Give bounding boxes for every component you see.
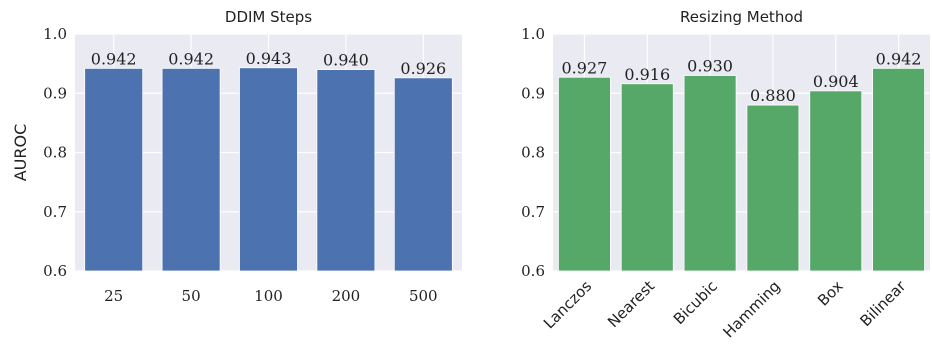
y-tick-label: 1.0 (43, 25, 67, 43)
data-label: 0.926 (400, 59, 446, 78)
x-tick-label: 50 (182, 287, 201, 305)
bar (84, 67, 144, 272)
x-tick-label: 200 (332, 287, 361, 305)
x-tick-label: Nearest (604, 277, 658, 331)
data-label: 0.927 (562, 58, 608, 77)
chart-title: Resizing Method (680, 8, 803, 26)
data-label: 0.916 (624, 65, 670, 84)
y-tick-label: 0.9 (43, 84, 67, 102)
bar (316, 69, 376, 272)
y-tick-label: 0.7 (521, 203, 545, 221)
y-tick-label: 0.7 (43, 203, 67, 221)
data-label: 0.880 (750, 86, 796, 105)
x-tick-label: Box (814, 277, 847, 310)
chart-resizing-method: 0.6 0.7 0.8 0.9 1.0 0.927 Lanczos 0.916 Nearest 0… (521, 8, 930, 341)
bar (620, 83, 674, 272)
x-tick-label: 500 (409, 287, 438, 305)
x-tick-label: Bicubic (670, 277, 721, 328)
bar (746, 104, 800, 272)
y-tick-label: 0.8 (521, 144, 545, 162)
data-label: 0.942 (876, 49, 922, 68)
bar (809, 90, 863, 272)
x-tick-label: Bilinear (856, 277, 910, 331)
x-tick-label: 100 (254, 287, 283, 305)
y-tick-label: 0.6 (43, 262, 67, 280)
data-label: 0.942 (91, 49, 137, 68)
chart-ddim-steps: 0.6 0.7 0.8 0.9 1.0 0.942 25 0.942 50 0.943 100 0.9… (11, 8, 462, 305)
data-label: 0.943 (246, 49, 292, 68)
y-tick-label: 0.9 (521, 84, 545, 102)
bar (393, 77, 453, 272)
y-tick-label: 0.6 (521, 262, 545, 280)
data-label: 0.940 (323, 51, 369, 70)
bar (558, 76, 611, 272)
x-tick-label: Lanczos (540, 277, 595, 332)
x-tick-label: Hamming (719, 277, 783, 341)
data-label: 0.930 (687, 56, 733, 75)
chart-title: DDIM Steps (225, 8, 312, 26)
bar (161, 67, 221, 272)
data-label: 0.904 (813, 72, 859, 91)
data-label: 0.942 (168, 49, 214, 68)
y-tick-label: 1.0 (521, 25, 545, 43)
y-axis-label: AUROC (11, 124, 30, 182)
bar (683, 75, 737, 272)
bar (239, 67, 298, 272)
x-tick-label: 25 (104, 287, 123, 305)
y-tick-label: 0.8 (43, 144, 67, 162)
bar (872, 67, 925, 272)
